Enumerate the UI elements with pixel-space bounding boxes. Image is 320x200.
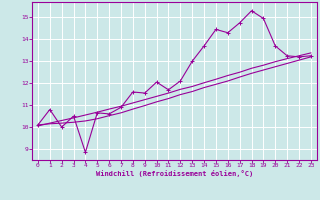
X-axis label: Windchill (Refroidissement éolien,°C): Windchill (Refroidissement éolien,°C) [96, 170, 253, 177]
